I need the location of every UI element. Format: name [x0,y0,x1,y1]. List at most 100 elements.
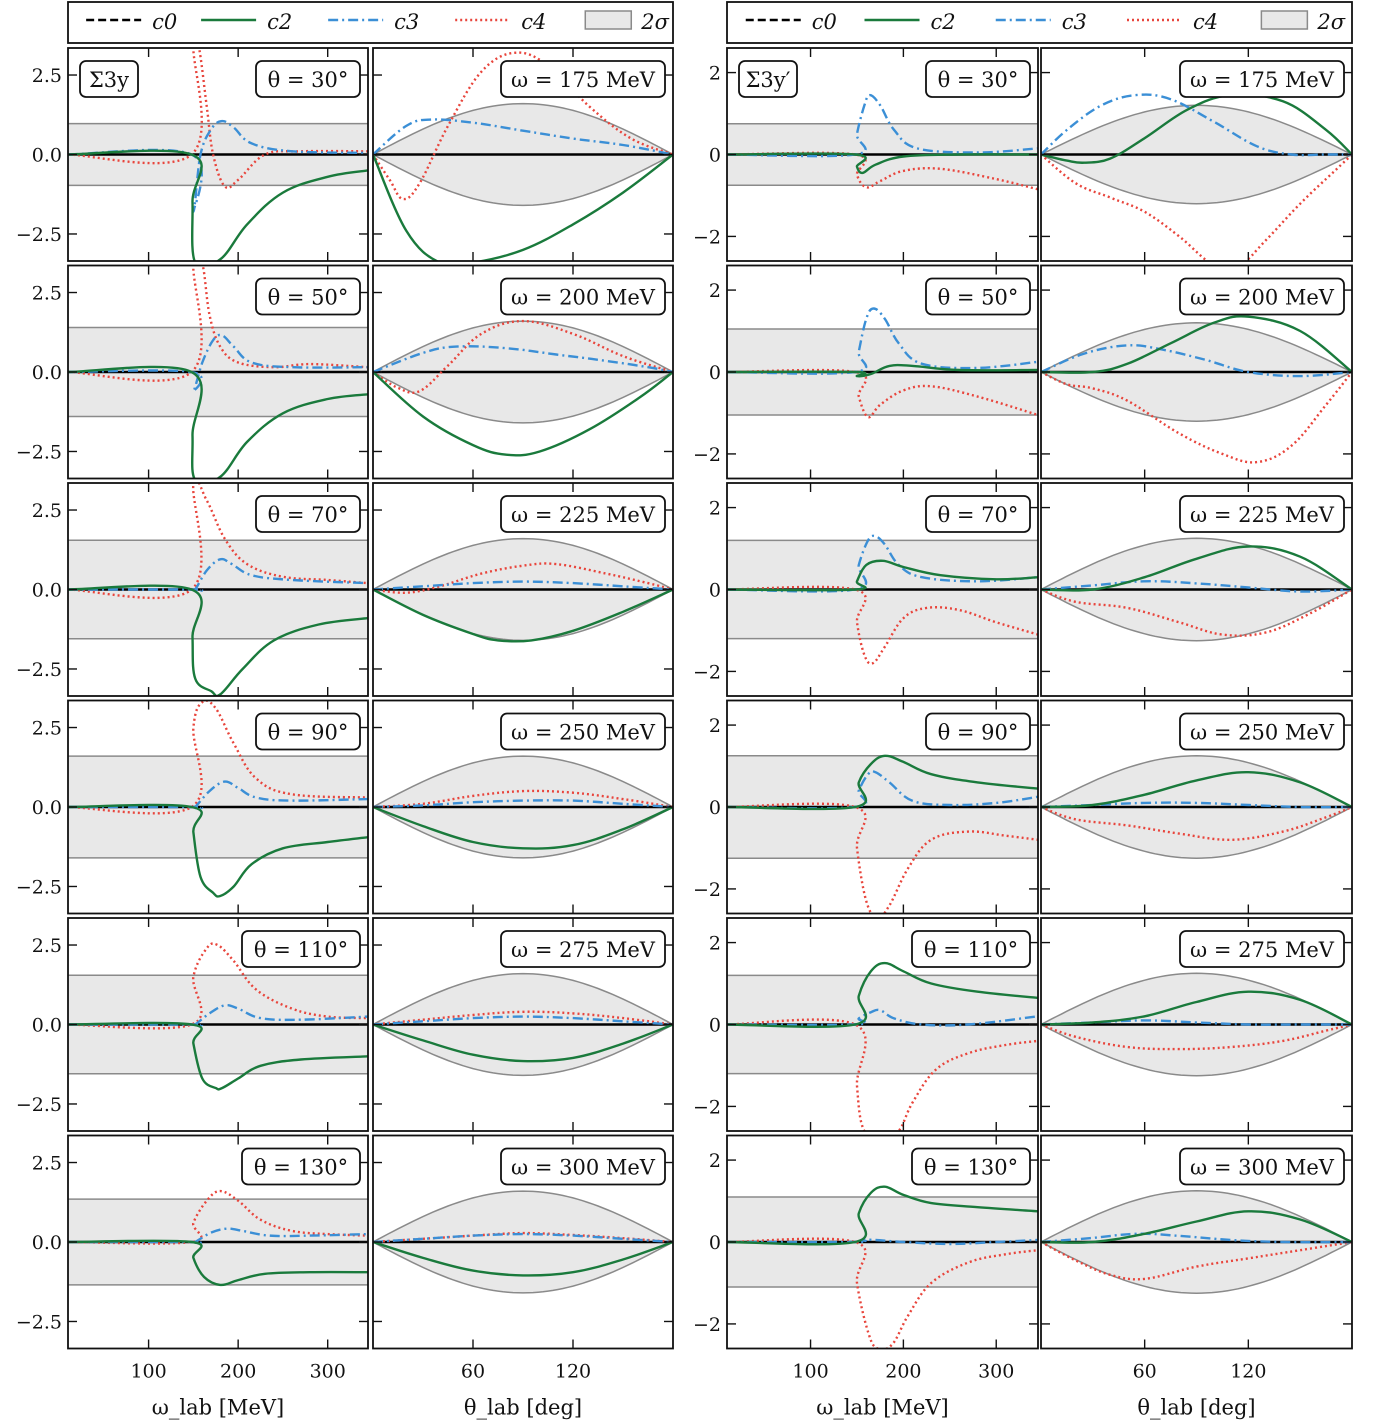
legend-sigma3yprime: c0 c2 c3 c4 2σ [726,1,1353,44]
omega-annotation: ω = 225 MeV [511,503,656,527]
series-c4 [68,265,368,382]
series-c3 [1041,1232,1352,1244]
series-c2 [1041,770,1352,809]
theta-annotation-box [241,1147,361,1186]
legend-label-c4: c4 [1193,10,1218,34]
y-tick-label: 2 [709,63,721,85]
series-c2 [727,559,1038,592]
series-c4 [373,51,673,201]
y-tick-label: −2 [693,226,721,248]
x-axis-label-theta: θ_lab [deg] [1137,1396,1255,1420]
series-c2 [1041,1210,1352,1244]
y-tick-label: 2.5 [32,500,62,522]
y-tick-label: −2 [693,661,721,683]
x-tick-label: 200 [220,1361,256,1383]
panel-sigma3yprime-omega-row2: −2 0 2 θ = 50° [693,264,1039,480]
panel-sigma3y-omega-row4: −2.5 0.0 2.5 θ = 90° [16,699,369,915]
legend-label-band: 2σ [640,10,669,34]
panel-sigma3y-theta-row4: ω = 250 MeV [372,699,674,915]
omega-annotation-box [500,277,666,316]
panel-sigma3y-theta-row1: ω = 175 MeV [372,47,674,262]
omega-annotation-box [500,712,666,751]
theta-annotation-box [911,930,1031,968]
series-c3 [1041,801,1352,809]
series-c4 [1041,588,1352,637]
y-tick-label: −2 [693,879,721,901]
y-tick-label: −2.5 [16,1311,62,1333]
series-c3 [727,93,1038,158]
series-c2 [68,149,368,261]
series-c3 [727,307,1038,375]
panel-sigma3y-omega-row3: −2.5 0.0 2.5 θ = 70° [16,482,369,697]
theta-annotation: θ = 50° [938,286,1019,310]
series-c2 [727,754,1038,811]
omega-annotation-box [500,495,666,533]
theta-annotation-box [925,277,1031,316]
omega-annotation: ω = 300 MeV [511,1156,656,1180]
omega-annotation: ω = 300 MeV [1190,1156,1335,1180]
omega-annotation: ω = 250 MeV [1190,721,1335,745]
legend-label-c3: c3 [394,10,419,34]
x-tick-label: 60 [1133,1361,1157,1383]
series-c3 [727,534,1038,593]
omega-annotation-box [1179,495,1345,533]
panel-sigma3y-theta-row3: ω = 225 MeV [372,482,674,697]
omega-annotation-box [1179,60,1345,98]
y-tick-label: −2.5 [16,1094,62,1116]
series-c2 [373,805,673,850]
series-c3 [1041,580,1352,593]
series-c4 [373,1231,673,1244]
y-tick-label: 0 [709,797,721,819]
omega-annotation-box [1179,1147,1345,1186]
y-tick-label: 2 [709,280,721,302]
theta-annotation: θ = 50° [268,286,349,310]
y-tick-label: 0.0 [32,797,62,819]
series-c4 [1041,1023,1352,1051]
series-c4 [373,789,673,809]
x-tick-label: 120 [555,1361,591,1383]
series-c2 [1041,545,1352,592]
panel-sigma3yprime-theta-row1: ω = 175 MeV [1040,47,1353,262]
x-tick-label: 60 [461,1361,485,1383]
y-tick-label: 2.5 [32,718,62,740]
panel-sigma3yprime-omega-row1: −2 0 2 θ = 30° Σ3y′ [693,47,1039,262]
series-c4 [727,368,1038,419]
theta-annotation-box [925,495,1031,533]
y-tick-label: 2.5 [32,65,62,87]
series-c2 [727,961,1038,1029]
legend-swatch-band [1260,10,1309,30]
legend-frame [67,1,674,44]
series-c2 [1041,990,1352,1026]
series-c4 [68,48,368,190]
y-tick-label: 0.0 [32,1015,62,1037]
legend-swatch-band [584,10,633,30]
series-c4 [1041,153,1352,261]
legend-label-band: 2σ [1316,10,1345,34]
omega-annotation-box [500,1147,666,1186]
panel-sigma3y-theta-row5: ω = 275 MeV [372,917,674,1132]
theta-annotation: θ = 30° [268,68,349,92]
y-tick-label: −2.5 [16,224,62,246]
y-tick-label: 0.0 [32,145,62,167]
y-tick-label: 0 [709,1015,721,1037]
panel-sigma3yprime-omega-row6: −2 0 2 θ = 130° 100 200 300 ω_lab [MeV] [693,1134,1039,1420]
x-tick-label: 100 [130,1361,166,1383]
legend-label-c2: c2 [267,10,292,34]
omega-annotation: ω = 175 MeV [1190,68,1335,92]
series-c2 [373,153,673,261]
omega-annotation: ω = 275 MeV [511,938,656,962]
series-c2 [1041,315,1352,374]
series-c2 [373,1240,673,1277]
y-tick-label: −2.5 [16,441,62,463]
y-tick-label: −2 [693,444,721,466]
theta-annotation-box [255,60,361,98]
series-c2 [1041,93,1352,164]
x-axis-label-omega: ω_lab [MeV] [152,1396,284,1420]
x-tick-label: 300 [310,1361,346,1383]
theta-annotation: θ = 110° [924,938,1018,962]
y-tick-label: 2 [709,933,721,955]
series-c4 [727,585,1038,665]
series-c4 [727,1237,1038,1349]
series-c2 [727,1185,1038,1246]
